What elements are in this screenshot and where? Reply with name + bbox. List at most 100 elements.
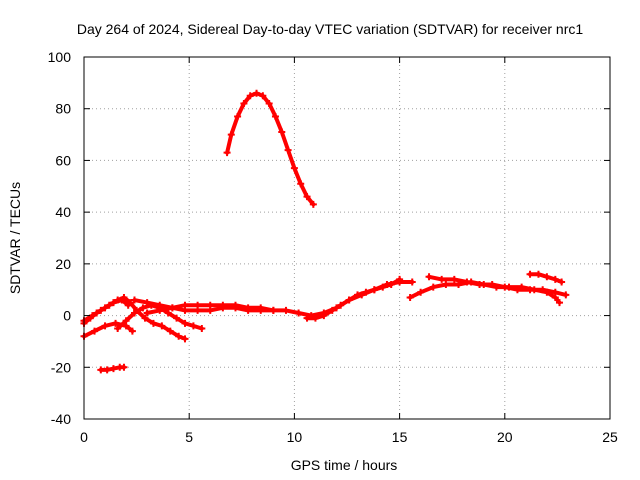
data-point-arc-c-4 xyxy=(109,299,117,307)
chart-title: Day 264 of 2024, Sidereal Day-to-day VTE… xyxy=(77,21,583,37)
data-point-arc-b-5 xyxy=(128,327,136,335)
data-point-arc-e-12 xyxy=(282,306,290,314)
data-point-arc-i-6 xyxy=(501,283,509,291)
data-point-arc-j-1 xyxy=(534,270,542,278)
data-point-arc-g-8 xyxy=(370,286,378,294)
data-point-arc-i-8 xyxy=(526,286,534,294)
data-point-arc-i-10 xyxy=(551,288,559,296)
data-point-arc-f-1 xyxy=(156,306,164,314)
y-tick-label-3: 20 xyxy=(55,256,71,272)
data-point-arc-g-4 xyxy=(337,301,345,309)
data-point-arc-i-3 xyxy=(463,278,471,286)
data-point-arc-peak-4 xyxy=(246,92,254,100)
data-point-arc-peak-3 xyxy=(240,100,248,108)
data-point-arc-e-1 xyxy=(143,299,151,307)
data-point-arc-d-8 xyxy=(181,319,189,327)
data-point-arc-d-3 xyxy=(139,304,147,312)
data-point-arc-peak-13 xyxy=(303,193,311,201)
data-point-arc-c-2 xyxy=(93,309,101,317)
data-point-arc-c-1 xyxy=(86,314,94,322)
data-point-arc-low-short-0 xyxy=(97,366,105,374)
x-tick-label-0: 0 xyxy=(80,429,88,445)
data-point-arc-j-4 xyxy=(558,278,566,286)
data-point-arc-peak-12 xyxy=(297,180,305,188)
data-point-arc-peak-6 xyxy=(259,92,267,100)
data-point-arc-b-3 xyxy=(112,319,120,327)
data-point-arc-g-5 xyxy=(345,296,353,304)
ticks xyxy=(83,56,611,420)
data-point-arc-d-9 xyxy=(189,322,197,330)
data-point-arc-h-13 xyxy=(556,299,564,307)
data-point-arc-i-9 xyxy=(539,286,547,294)
y-tick-label-4: 40 xyxy=(55,204,71,220)
x-tick-label-5: 25 xyxy=(602,429,618,445)
data-point-arc-j-0 xyxy=(526,270,534,278)
data-point-arc-c-6 xyxy=(124,301,132,309)
data-point-arc-g-10 xyxy=(387,281,395,289)
data-point-arc-h-3 xyxy=(442,281,450,289)
data-point-arc-f-10 xyxy=(269,306,277,314)
series-arc-b xyxy=(80,319,136,340)
data-point-arc-low-short-4 xyxy=(120,363,128,371)
data-point-arc-d-2 xyxy=(130,309,138,317)
series-arc-j xyxy=(526,270,566,286)
x-axis-label: GPS time / hours xyxy=(291,457,398,473)
data-point-arc-peak-2 xyxy=(234,112,242,120)
data-point-arc-peak-7 xyxy=(265,100,273,108)
data-point-arc-peak-11 xyxy=(290,164,298,172)
series-line-arc-peak xyxy=(225,91,316,207)
data-point-arc-f-9 xyxy=(257,304,265,312)
series-arc-i xyxy=(425,273,570,299)
data-point-arc-j-3 xyxy=(551,275,559,283)
data-point-arc-a-11 xyxy=(166,327,174,335)
data-point-arc-i-5 xyxy=(488,281,496,289)
y-tick-label-5: 60 xyxy=(55,152,71,168)
y-tick-label-0: -40 xyxy=(51,411,71,427)
data-point-arc-i-1 xyxy=(438,275,446,283)
plot-frame xyxy=(83,56,611,420)
data-point-arc-i-11 xyxy=(562,291,570,299)
series-arc-f xyxy=(143,301,277,317)
data-point-arc-d-1 xyxy=(122,317,130,325)
data-point-arc-d-7 xyxy=(173,314,181,322)
data-point-arc-e-22 xyxy=(408,278,416,286)
data-point-arc-g-1 xyxy=(311,314,319,322)
data-point-arc-f-6 xyxy=(219,301,227,309)
x-tick-label-1: 5 xyxy=(185,429,193,445)
data-point-arc-h-1 xyxy=(417,288,425,296)
data-point-arc-low-short-1 xyxy=(103,366,111,374)
x-tick-label-3: 15 xyxy=(392,429,408,445)
data-point-arc-g-3 xyxy=(328,306,336,314)
data-point-arc-peak-0 xyxy=(223,149,231,157)
y-tick-label-2: 0 xyxy=(63,308,71,324)
data-point-arc-f-2 xyxy=(168,304,176,312)
y-tick-label-7: 100 xyxy=(48,49,72,65)
data-point-arc-b-2 xyxy=(101,322,109,330)
data-point-arc-i-7 xyxy=(513,286,521,294)
data-point-arc-a-9 xyxy=(149,319,157,327)
data-point-arc-d-0 xyxy=(114,325,122,332)
y-axis-label: SDTVAR / TECUs xyxy=(7,182,23,294)
data-point-arc-peak-9 xyxy=(278,128,286,136)
grid xyxy=(84,57,610,419)
data-point-arc-g-9 xyxy=(379,283,387,291)
series-arc-peak xyxy=(223,89,317,208)
data-point-arc-peak-1 xyxy=(227,131,235,139)
data-point-arc-e-0 xyxy=(130,296,138,304)
data-point-arc-i-2 xyxy=(450,275,458,283)
data-point-arc-a-8 xyxy=(141,314,149,322)
data-point-arc-c-5 xyxy=(118,296,126,304)
data-point-arc-peak-10 xyxy=(284,146,292,154)
data-point-arc-a-13 xyxy=(181,335,189,343)
data-point-arc-g-6 xyxy=(354,291,362,299)
data-point-arc-h-2 xyxy=(429,283,437,291)
x-tick-label-4: 20 xyxy=(497,429,513,445)
data-point-arc-g-2 xyxy=(320,312,328,320)
data-point-arc-h-0 xyxy=(406,293,414,301)
x-tick-label-2: 10 xyxy=(287,429,303,445)
series-arc-low-short xyxy=(97,363,128,374)
data-point-arc-f-0 xyxy=(143,309,151,317)
data-point-arc-c-3 xyxy=(101,304,109,312)
y-tick-label-1: -20 xyxy=(51,359,71,375)
